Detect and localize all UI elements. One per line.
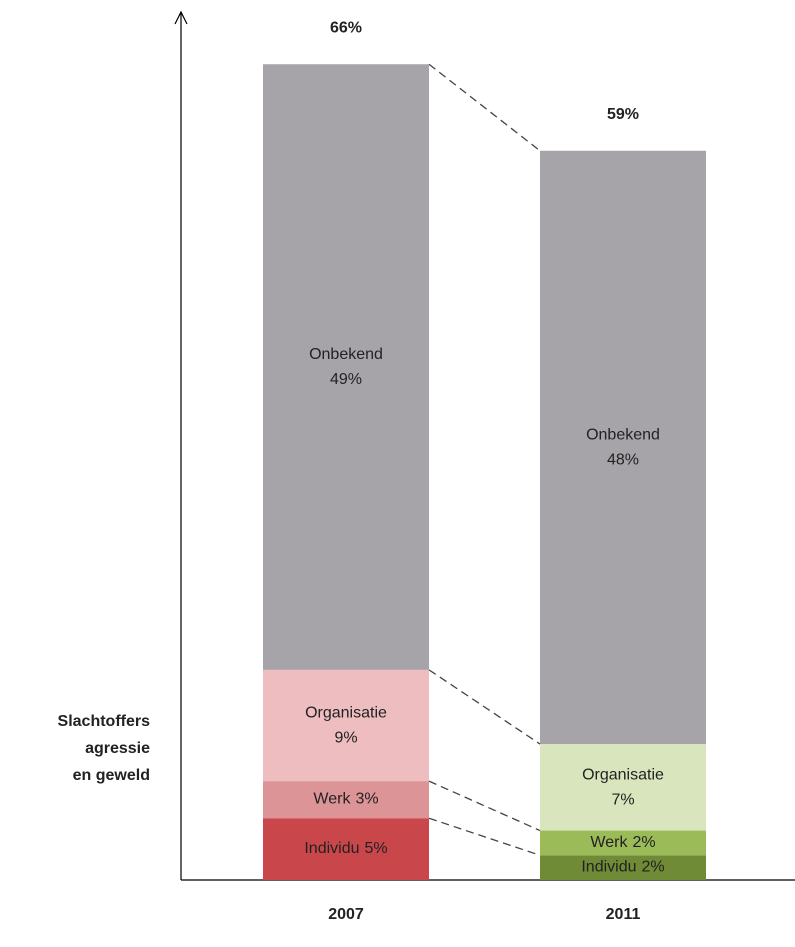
bar-segment [540,855,706,880]
bar-segment [263,669,429,782]
segment-name: Individu [304,840,359,857]
bar-segment [263,64,429,670]
segment-value: 2% [642,859,665,876]
bar-segment [540,150,706,745]
axis-arrow [174,10,188,25]
total-label: 59% [607,106,639,123]
connector [428,669,541,745]
segment-name: Onbekend [309,346,383,363]
total-label: 66% [330,19,362,36]
segment-name: Onbekend [586,427,660,444]
x-tick-label: 2007 [328,906,364,923]
segment-value: 9% [334,730,357,747]
bar-segment [540,830,706,856]
segment-value: 48% [607,452,639,469]
y-axis-label: en geweld [73,767,150,784]
segment-name: Organisatie [305,705,387,722]
y-axis-label: Slachtoffers [58,713,151,730]
segment-label: Werk 2% [590,834,655,851]
segment-name: Werk [313,791,351,808]
segment-value: 5% [365,840,388,857]
segment-label: Werk 3% [313,791,378,808]
segment-value: 2% [632,834,655,851]
segment-label: Onbekend 49% [309,346,383,388]
connector [428,817,541,856]
segment-label: Organisatie 7% [582,767,664,809]
segment-name: Organisatie [582,767,664,784]
bar-segment [263,781,429,819]
y-axis-label: agressie [85,740,150,757]
bar-segment [540,744,706,831]
segment-label: Individu 2% [581,859,664,876]
segment-value: 3% [355,791,378,808]
x-tick-label: 2011 [606,906,641,923]
segment-name: Individu [581,859,636,876]
segment-value: 7% [611,792,634,809]
connector [428,63,541,152]
segment-label: Onbekend 48% [586,427,660,469]
segment-value: 49% [330,371,362,388]
connector [428,780,541,832]
segment-name: Werk [590,834,628,851]
bar-segment [263,818,429,880]
segment-label: Individu 5% [304,840,387,857]
segment-label: Organisatie 9% [305,705,387,747]
